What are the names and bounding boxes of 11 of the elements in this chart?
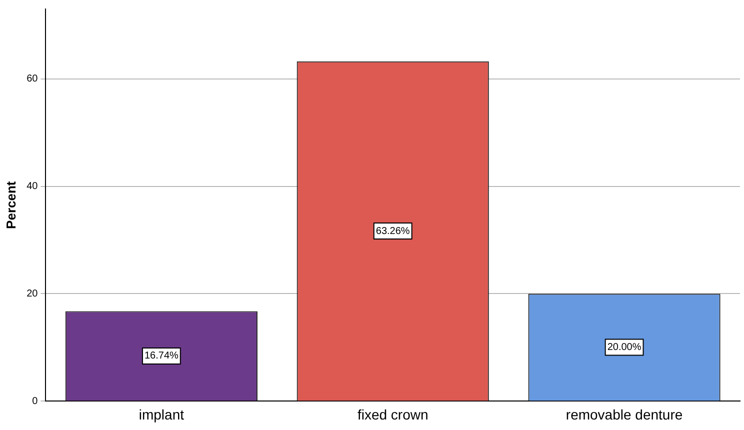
data-label: 20.00% [607, 342, 642, 353]
data-label: 63.26% [376, 226, 410, 237]
x-tick-label: implant [138, 406, 184, 422]
y-tick-label: 20 [26, 288, 38, 300]
y-tick-label: 40 [26, 181, 38, 192]
x-tick-label: fixed crown [357, 406, 428, 422]
y-tick-label: 0 [32, 396, 38, 407]
data-label: 16.74% [144, 350, 178, 362]
y-axis-title: Percent [3, 180, 18, 229]
y-tick-label: 60 [26, 74, 38, 85]
x-tick-label: removable denture [566, 406, 683, 422]
